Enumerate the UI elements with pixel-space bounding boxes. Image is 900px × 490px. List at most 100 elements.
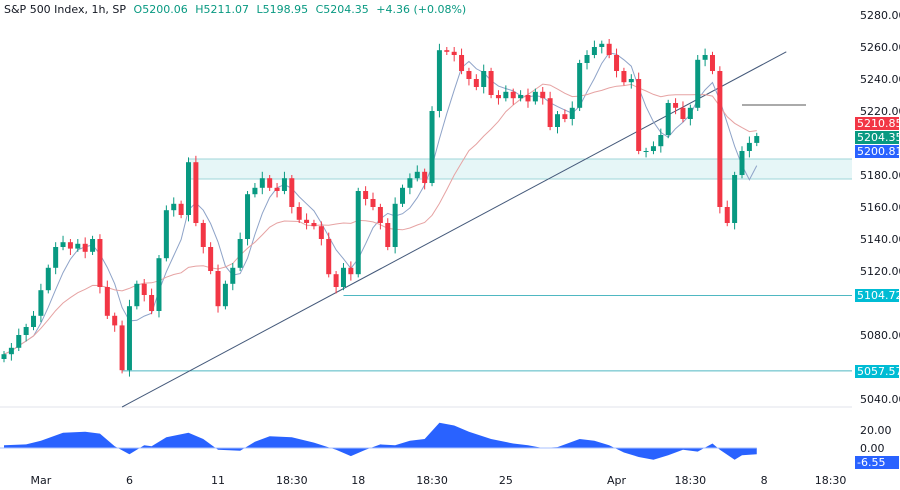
candle (687, 107, 693, 119)
candle (289, 178, 295, 207)
candle (304, 219, 310, 223)
candle (97, 239, 103, 287)
candle (614, 55, 620, 71)
candle (532, 91, 538, 102)
candle (746, 142, 752, 151)
candle (215, 271, 221, 307)
candle (709, 55, 715, 71)
candle (126, 306, 132, 371)
open-value: O5200.06 (133, 3, 188, 16)
candle (451, 51, 457, 55)
price-axis-label: 5120.00 (860, 265, 900, 278)
candle (141, 283, 147, 295)
close-value: C5204.35 (315, 3, 369, 16)
price-axis-label: 5080.00 (860, 329, 900, 342)
candle (591, 47, 597, 55)
price-tag: 5200.81 (855, 145, 900, 158)
candle (739, 151, 745, 175)
candle (754, 136, 760, 143)
price-axis-label: 5280.00 (860, 9, 900, 22)
candle (414, 171, 420, 179)
oscillator-axis-label: 20.00 (860, 424, 892, 437)
candle (311, 223, 317, 227)
candle (1, 354, 7, 359)
candle (385, 223, 391, 247)
time-axis-label: Mar (31, 474, 52, 487)
candle (267, 178, 273, 188)
candle (281, 178, 287, 191)
candle (259, 178, 265, 188)
candle (31, 315, 37, 327)
candle (340, 267, 346, 287)
candle (702, 55, 708, 60)
candle (296, 207, 302, 220)
candle (208, 247, 214, 271)
time-axis-label: 18:30 (416, 474, 448, 487)
candle (370, 199, 376, 207)
moving-average-line (3, 52, 758, 355)
candle (252, 187, 258, 195)
candle (112, 315, 118, 326)
candle (650, 146, 656, 151)
price-axis-label: 5180.00 (860, 169, 900, 182)
candle (481, 71, 487, 87)
candle (60, 242, 66, 247)
candle (333, 274, 339, 287)
candle (466, 71, 472, 79)
high-value: H5211.07 (195, 3, 249, 16)
level-price-tag: 5104.72 (855, 289, 900, 303)
time-axis-label: 18:30 (815, 474, 847, 487)
oscillator-axis-label: 0.00 (860, 442, 885, 455)
candle (510, 91, 516, 99)
candle (245, 194, 251, 239)
candle (495, 95, 501, 99)
price-tag: 5204.35 (855, 131, 900, 144)
candle (673, 103, 679, 108)
candle (695, 59, 701, 108)
level-price-tag: 5057.57 (855, 364, 900, 378)
candle (200, 223, 206, 247)
candle (119, 325, 125, 371)
oscillator-value-tag: -6.55 (855, 456, 899, 469)
candle (636, 79, 642, 151)
candle (422, 171, 428, 183)
candle (230, 267, 236, 284)
candle (444, 50, 450, 52)
candle (407, 178, 413, 188)
candle (584, 55, 590, 63)
candle (8, 347, 14, 355)
candle (658, 135, 664, 147)
candle (355, 191, 361, 275)
price-axis-label: 5040.00 (860, 393, 900, 406)
candle (90, 239, 96, 252)
candle (178, 203, 184, 215)
price-axis-label: 5240.00 (860, 73, 900, 86)
candle (732, 175, 738, 223)
candle (555, 114, 560, 127)
time-axis-label: 18:30 (674, 474, 706, 487)
candle (525, 95, 531, 102)
candle (569, 107, 575, 119)
candle (392, 203, 398, 247)
candle (156, 258, 162, 311)
candle (23, 327, 29, 335)
candle (606, 43, 612, 55)
candle (488, 71, 494, 95)
candle (400, 187, 406, 204)
candle (680, 107, 686, 119)
price-axis-label: 5160.00 (860, 201, 900, 214)
candle (318, 226, 324, 239)
candle (193, 162, 199, 223)
candle (171, 203, 177, 211)
candle (222, 283, 228, 307)
candle (473, 79, 479, 87)
price-tag: 5210.85 (855, 117, 900, 130)
candle (518, 95, 524, 99)
candle (436, 50, 442, 111)
time-axis-label: 6 (126, 474, 133, 487)
candle (16, 335, 22, 348)
candle (163, 210, 169, 259)
oscillator-area (4, 422, 757, 460)
low-value: L5198.95 (256, 3, 309, 16)
